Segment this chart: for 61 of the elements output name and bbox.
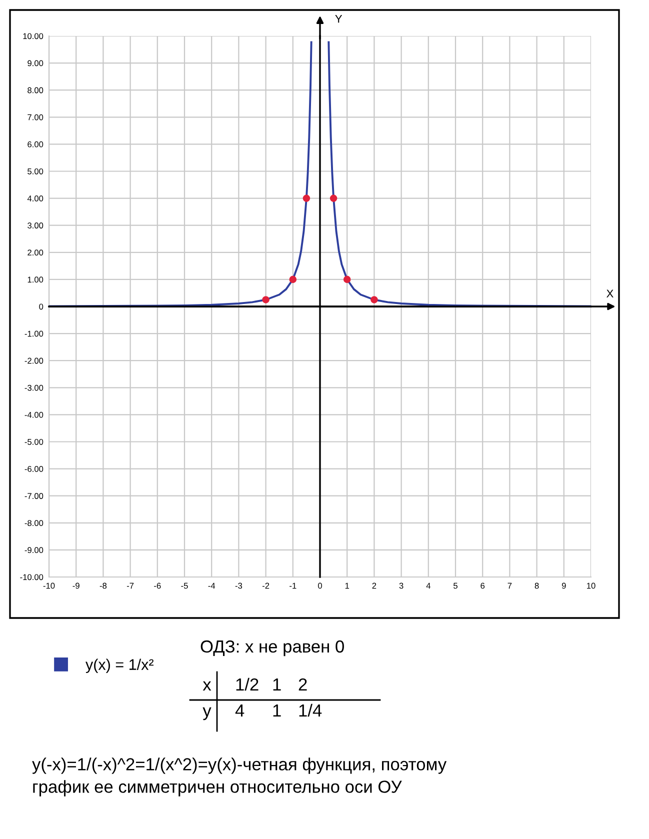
x-tick-label: 1 bbox=[345, 582, 350, 589]
text: y bbox=[202, 707, 212, 720]
y-tick-label: -2.00 bbox=[24, 358, 44, 364]
text: 1 bbox=[273, 704, 281, 716]
point bbox=[302, 194, 310, 202]
y-tick-label: 9.00 bbox=[28, 60, 44, 66]
x-tick-label: -4 bbox=[208, 582, 216, 589]
text: 1 bbox=[273, 678, 281, 690]
x-tick-label: -6 bbox=[154, 582, 161, 589]
x-tick-label: -8 bbox=[100, 582, 107, 589]
x-tick-label: -10 bbox=[43, 582, 55, 589]
text: 2 bbox=[298, 678, 307, 690]
y-tick-label: -7.00 bbox=[24, 493, 44, 499]
y-tick-label: 2.00 bbox=[28, 250, 44, 256]
x-tick-label: -7 bbox=[126, 582, 134, 589]
y-tick-label: 0 bbox=[39, 304, 44, 310]
y-tick-label: 6.00 bbox=[28, 141, 44, 148]
x-tick-label: -2 bbox=[262, 582, 270, 589]
x-tick-label: 8 bbox=[534, 582, 539, 589]
text: y(-x)=1/(-x)^2=1/(x^2)=y(x)-четная функция, поэтому график ее симметричен относительно оси ОУ bbox=[32, 758, 447, 796]
x-tick-label: 4 bbox=[426, 582, 430, 589]
y-tick-label: -9.00 bbox=[24, 547, 44, 554]
y-tick-label: -10.00 bbox=[20, 574, 44, 580]
y-tick-label: 8.00 bbox=[28, 87, 44, 94]
text: 4 bbox=[235, 704, 244, 716]
x-tick-label: 5 bbox=[454, 582, 458, 589]
legend-label: y(x) = 1/x² bbox=[86, 658, 154, 673]
y-tick-label: 1.00 bbox=[28, 276, 44, 283]
x-tick-label: 6 bbox=[480, 582, 485, 589]
y-tick-label: -5.00 bbox=[24, 438, 44, 445]
x-tick-label: 2 bbox=[372, 582, 376, 589]
text: 1/2 bbox=[236, 678, 258, 691]
x-tick-label: 10 bbox=[587, 582, 596, 589]
y-axis-title: Y bbox=[335, 15, 342, 23]
x-tick-label: -9 bbox=[72, 582, 80, 589]
x-tick-label: 0 bbox=[318, 582, 322, 589]
text: ОДЗ: x не равен 0 bbox=[200, 640, 344, 656]
text: 1/4 bbox=[299, 704, 322, 717]
point bbox=[370, 296, 378, 304]
y-tick-label: 3.00 bbox=[28, 222, 44, 228]
x-tick-label: 9 bbox=[562, 582, 566, 589]
y-tick-label: 5.00 bbox=[28, 168, 44, 174]
y-tick-label: -3.00 bbox=[24, 384, 44, 391]
text: x bbox=[202, 681, 212, 690]
point bbox=[330, 194, 338, 202]
y-tick-label: 7.00 bbox=[28, 114, 44, 120]
point bbox=[343, 276, 351, 284]
x-tick-label: 3 bbox=[399, 582, 404, 589]
y-tick-label: -8.00 bbox=[24, 520, 44, 526]
y-tick-label: -4.00 bbox=[24, 412, 44, 418]
x-tick-label: -3 bbox=[235, 582, 242, 589]
y-tick-label: 10.00 bbox=[23, 33, 44, 40]
y-tick-label: -1.00 bbox=[24, 330, 44, 337]
x-tick-label: -5 bbox=[181, 582, 188, 589]
y-tick-label: -6.00 bbox=[24, 466, 44, 472]
x-axis-title: X bbox=[606, 290, 614, 298]
x-tick-label: -1 bbox=[290, 582, 296, 589]
point bbox=[289, 276, 297, 284]
y-tick-label: 4.00 bbox=[27, 196, 44, 202]
x-tick-label: 7 bbox=[508, 582, 512, 589]
point bbox=[262, 296, 270, 304]
